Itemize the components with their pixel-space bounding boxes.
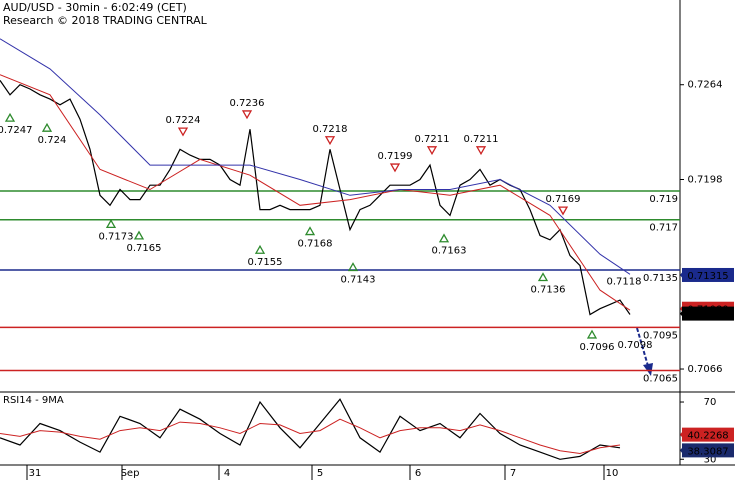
x-tick-label: 10 [606,468,619,479]
low-label: 0.7155 [248,257,283,268]
low-label: 0.7168 [298,239,333,250]
price-box [682,306,734,321]
level-label: 0.7135 [643,273,678,284]
y-tick-label: 0.7198 [688,174,723,185]
forecast-arrow [636,327,649,367]
series-line [0,418,621,455]
y-tick-label: 0.7066 [688,364,723,375]
y-tick-label: 30 [704,454,717,465]
x-tick-label: 31 [29,468,42,479]
price-box-pointer [680,445,684,456]
price-label: 0.7118 [607,276,642,287]
high-label: 0.7224 [166,115,201,126]
high-marker [475,146,487,156]
level-label: 0.717 [649,223,678,234]
low-label: 0.7173 [99,231,134,242]
price-box-label: 40.2268 [687,431,728,442]
price-box [682,427,734,442]
forecast-arrow-head [643,363,653,376]
high-label: 0.7211 [464,134,499,145]
x-tick-label: 4 [224,468,230,479]
price-box-label: 38.3087 [687,446,728,457]
price-box-pointer [680,308,684,319]
price-label: 0.7098 [618,340,653,351]
series-line [0,398,621,460]
low-label: 0.7247 [0,125,33,136]
high-marker [426,146,438,156]
chart-subtitle: Research © 2018 TRADING CENTRAL [3,14,208,27]
high-marker [389,163,401,173]
price-box-label: 0.71046 [687,310,728,321]
x-tick-label: 5 [317,468,323,479]
level-label: 0.7095 [643,330,678,341]
high-label: 0.7211 [415,134,450,145]
low-marker [254,244,266,254]
series-line [0,80,631,316]
price-box [682,267,734,282]
low-label: 0.724 [38,135,67,146]
x-tick-label: Sep [121,468,140,479]
low-marker [105,219,117,229]
low-label: 0.7136 [531,285,566,296]
x-tick-label: 6 [415,468,421,479]
low-marker [537,272,549,282]
high-label: 0.7199 [378,151,413,162]
rsi-title: RSI14 - 9MA [3,395,64,406]
low-label: 0.7143 [341,274,376,285]
low-marker [438,233,450,243]
price-box-label: 0.71315 [687,271,728,282]
high-marker [241,110,253,120]
level-label: 0.7065 [643,373,678,384]
x-tick-label: 7 [510,468,516,479]
series-line [0,74,631,311]
low-label: 0.7165 [127,243,162,254]
high-marker [324,136,336,146]
low-marker [586,329,598,339]
high-marker [557,206,569,216]
high-label: 0.7169 [546,194,581,205]
low-marker [347,262,359,272]
low-marker [304,226,316,236]
series-line [0,38,631,275]
price-box-pointer [680,429,684,440]
low-marker [4,112,16,122]
level-label: 0.719 [649,194,678,205]
y-tick-label: 0.7264 [688,80,723,91]
low-marker [41,122,53,132]
chart-title: AUD/USD - 30min - 6:02:49 (CET) [3,1,187,14]
price-box [682,443,734,458]
price-box-pointer [680,269,684,280]
high-label: 0.7218 [313,124,348,135]
high-marker [177,127,189,137]
high-label: 0.7236 [230,98,265,109]
low-marker [133,230,145,240]
y-tick-label: 70 [704,397,717,408]
low-label: 0.7163 [432,246,467,257]
low-label: 0.7096 [580,342,615,353]
